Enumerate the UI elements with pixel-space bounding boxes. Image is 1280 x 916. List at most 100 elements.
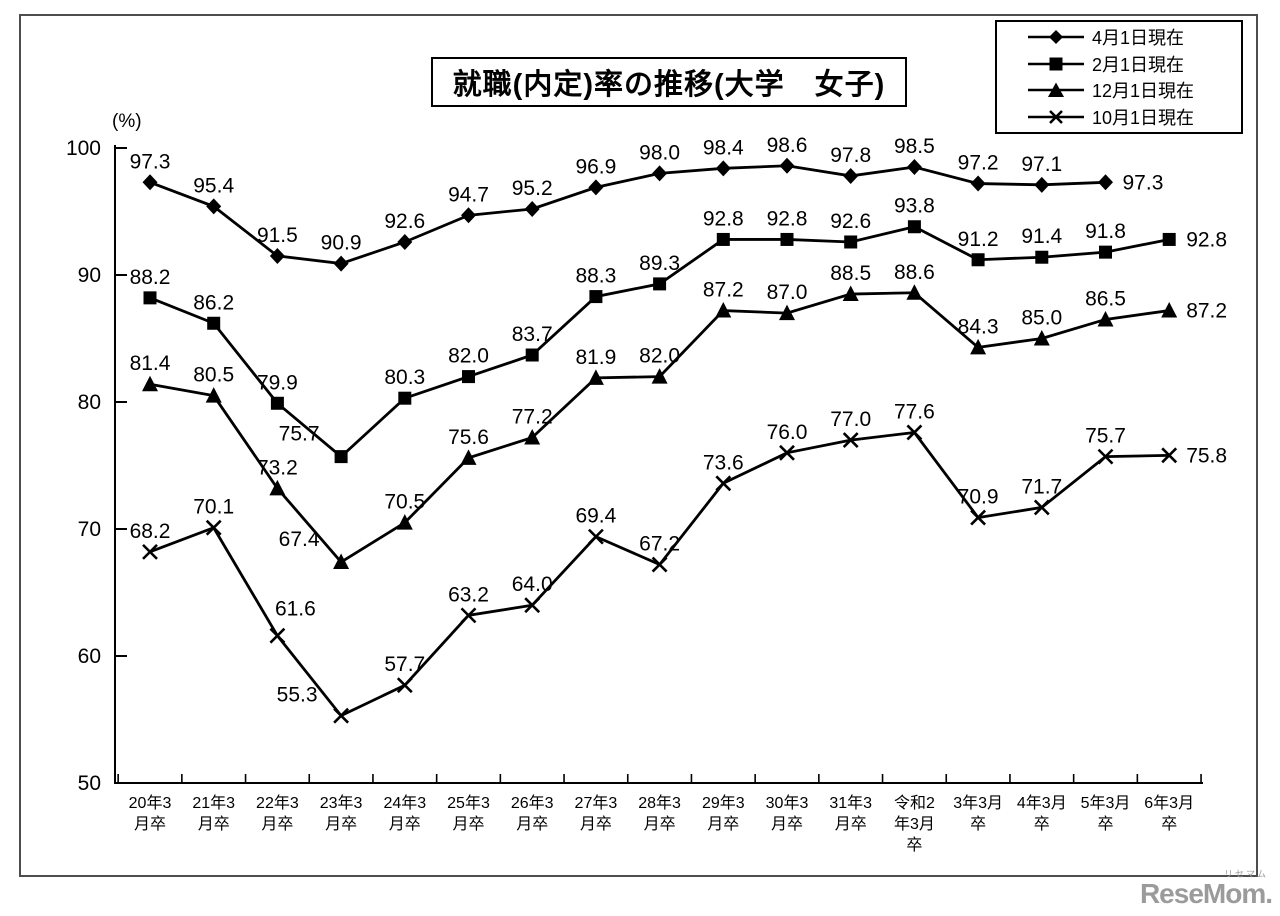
legend-item-february1: 2月1日現在 (997, 51, 1241, 77)
data-point-label: 80.5 (193, 364, 234, 387)
x-category-label: 21年3 月卒 (192, 794, 235, 833)
x-marker (1033, 499, 1050, 516)
diamond-marker (333, 255, 349, 272)
data-point-label: 70.1 (193, 496, 234, 519)
data-point-label: 90.9 (321, 232, 362, 255)
data-point-label: 64.0 (512, 573, 553, 596)
y-axis-tick-label: 90 (78, 264, 101, 287)
legend-item-october1: 10月1日現在 (997, 104, 1241, 130)
data-point-label: 96.9 (575, 155, 616, 178)
data-point-label: 92.8 (703, 207, 744, 230)
square-marker (907, 220, 921, 234)
x-marker (906, 424, 923, 441)
y-axis-tick-label: 50 (78, 772, 101, 795)
square-marker (589, 290, 603, 304)
triangle-marker (970, 338, 987, 355)
diamond-marker (588, 179, 604, 196)
triangle-marker (1097, 310, 1114, 327)
square-marker (1162, 232, 1176, 246)
y-axis-tick-label: 70 (78, 518, 101, 541)
triangle-marker (142, 375, 158, 392)
square-marker (780, 232, 794, 246)
triangle-marker (715, 302, 732, 318)
square-marker (525, 348, 539, 362)
triangle-marker (842, 285, 859, 302)
x-marker (524, 597, 541, 614)
square-marker (653, 277, 667, 291)
data-point-label: 91.2 (958, 228, 999, 251)
diamond-marker (1098, 174, 1113, 191)
data-point-label: 75.7 (279, 423, 320, 446)
data-point-label: 87.2 (703, 279, 744, 302)
data-point-label: 75.6 (448, 426, 489, 449)
data-point-label: 82.0 (639, 345, 680, 368)
square-marker (207, 316, 221, 330)
data-point-label: 91.5 (257, 224, 298, 247)
x-category-label: 3年3月卒 (953, 794, 1003, 833)
y-axis-tick-label: 100 (66, 137, 101, 160)
x-category-label: 5年3月卒 (1081, 794, 1131, 833)
data-point-label: 97.8 (830, 144, 871, 167)
triangle-marker (779, 304, 795, 321)
x-marker (205, 519, 222, 536)
diamond-marker-icon (1028, 30, 1084, 45)
diamond-marker (397, 233, 413, 250)
x-marker (460, 607, 477, 624)
data-point-label: 73.2 (257, 456, 298, 479)
triangle-marker-icon (1028, 82, 1084, 98)
x-category-label: 27年3 月卒 (575, 794, 618, 833)
data-point-label: 73.6 (703, 451, 744, 474)
data-point-label: 87.0 (767, 281, 808, 304)
chart-legend: 4月1日現在 2月1日現在 12月1日現在 10月1日現在 (995, 20, 1243, 134)
resemom-logo-text: ReseMom. (1139, 878, 1273, 909)
legend-item-april1: 4月1日現在 (997, 24, 1241, 50)
square-marker (844, 235, 858, 249)
x-marker (396, 677, 413, 694)
diamond-marker (779, 157, 795, 174)
x-category-label: 26年3 月卒 (511, 794, 554, 833)
x-marker (587, 528, 604, 545)
data-point-label: 82.0 (448, 345, 489, 368)
x-marker (1161, 447, 1178, 464)
data-point-label: 87.2 (1186, 300, 1227, 323)
data-point-label: 61.6 (275, 598, 316, 621)
data-point-label: 67.2 (639, 533, 680, 556)
data-point-label: 97.3 (1123, 171, 1164, 194)
triangle-marker (906, 284, 923, 300)
x-category-label: 25年3 月卒 (447, 794, 490, 833)
data-point-label: 57.7 (384, 653, 425, 676)
chart-title: 就職(内定)率の推移(大学 女子) (452, 69, 886, 101)
resemom-logo-kana: リセマム (1223, 869, 1268, 879)
x-marker (142, 543, 158, 560)
x-category-label: 20年3 月卒 (129, 794, 172, 833)
diamond-marker (652, 165, 668, 182)
chart-frame (19, 14, 1258, 877)
data-point-label: 69.4 (575, 505, 616, 528)
x-category-label: 6年3月卒 (1144, 794, 1194, 833)
x-category-label: 24年3 月卒 (383, 794, 426, 833)
diamond-marker (269, 247, 285, 264)
data-point-label: 75.7 (1085, 425, 1126, 448)
triangle-marker (587, 369, 604, 385)
triangle-marker (651, 368, 668, 384)
square-marker (398, 391, 412, 405)
diamond-marker (970, 175, 986, 192)
data-point-label: 84.3 (958, 315, 999, 338)
data-point-label: 68.2 (130, 520, 171, 543)
triangle-marker (396, 514, 413, 530)
data-point-label: 98.4 (703, 136, 744, 159)
data-point-label: 91.8 (1085, 220, 1126, 243)
data-point-label: 70.9 (958, 486, 999, 509)
y-axis-tick-label: 80 (78, 391, 101, 414)
series-line (149, 430, 1170, 718)
data-point-label: 77.0 (830, 408, 871, 431)
data-point-label: 92.8 (1186, 228, 1227, 251)
data-point-label: 91.4 (1021, 225, 1062, 248)
square-marker (716, 232, 730, 246)
series-line (149, 164, 1106, 265)
data-point-label: 67.4 (279, 528, 320, 551)
y-axis-unit-label: (%) (112, 111, 142, 132)
resemom-logo: リセマム ReseMom. (1139, 869, 1273, 909)
axis-line (114, 145, 1203, 784)
